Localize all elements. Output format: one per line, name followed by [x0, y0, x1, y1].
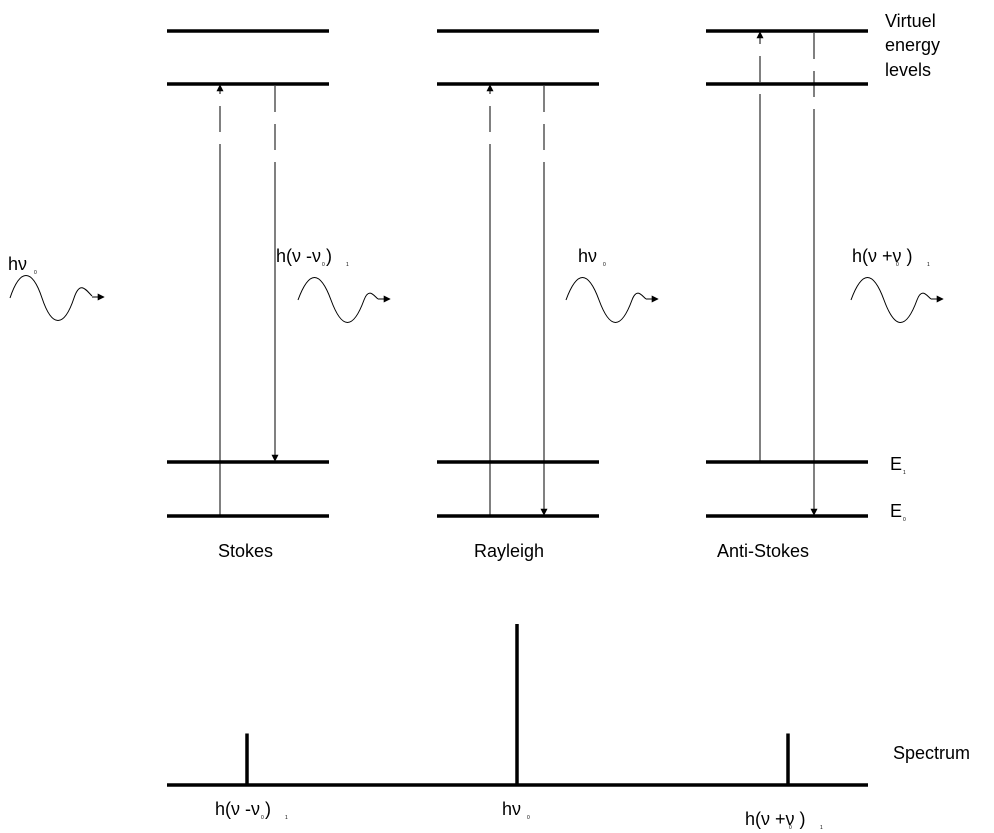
e0-label: E [890, 501, 902, 521]
subscript-0: 0 [896, 262, 899, 268]
spectrum [167, 624, 868, 787]
stokes-transitions [216, 84, 279, 516]
subscript-0: 0 [603, 262, 606, 268]
rayleigh-transitions [486, 84, 548, 516]
wave-icon [9, 275, 93, 321]
subscript-0: 0 [527, 815, 530, 821]
subscript-1: 1 [285, 815, 288, 821]
spectrum-anti-stokes-label: h(ν +ν ) [745, 809, 806, 829]
anti-stokes-label: Anti-Stokes [717, 541, 809, 561]
subscript-0: 0 [789, 825, 792, 831]
subscript-1: 1 [820, 825, 823, 831]
spectrum-stokes-label: h(ν -ν ) [215, 799, 271, 819]
anti-stokes-levels [706, 29, 868, 518]
incident-photon-wave [9, 275, 105, 321]
stokes-photon-wave [297, 277, 391, 323]
stokes-photon-label: h(ν -ν ) [276, 246, 332, 266]
anti-stokes-transitions [756, 31, 818, 516]
stokes-label: Stokes [218, 541, 273, 561]
stokes-levels [167, 29, 329, 518]
rayleigh-label: Rayleigh [474, 541, 544, 561]
virtual-label-line-2: energy [885, 35, 940, 55]
subscript-0: 0 [903, 517, 906, 523]
rayleigh-levels [437, 29, 599, 518]
rayleigh-photon-wave [565, 277, 659, 323]
anti-stokes-photon-label: h(ν +ν ) [852, 246, 913, 266]
subscript-1: 1 [903, 470, 906, 476]
spectrum-label: Spectrum [893, 743, 970, 763]
subscript-0: 0 [261, 815, 264, 821]
anti-stokes-photon-wave [850, 277, 944, 323]
e1-label: E [890, 454, 902, 474]
incident-photon-label: hν [8, 254, 27, 274]
rayleigh-photon-label: hν [578, 246, 597, 266]
subscript-1: 1 [346, 262, 349, 268]
wave-icon [297, 277, 379, 323]
spectrum-rayleigh-label: hν [502, 799, 521, 819]
wave-icon [565, 277, 647, 323]
subscript-0: 0 [34, 270, 37, 276]
virtual-label-line-3: levels [885, 60, 931, 80]
subscript-0: 0 [322, 262, 325, 268]
wave-icon [850, 277, 932, 323]
subscript-1: 1 [927, 262, 930, 268]
virtual-label-line-1: Virtuel [885, 11, 936, 31]
